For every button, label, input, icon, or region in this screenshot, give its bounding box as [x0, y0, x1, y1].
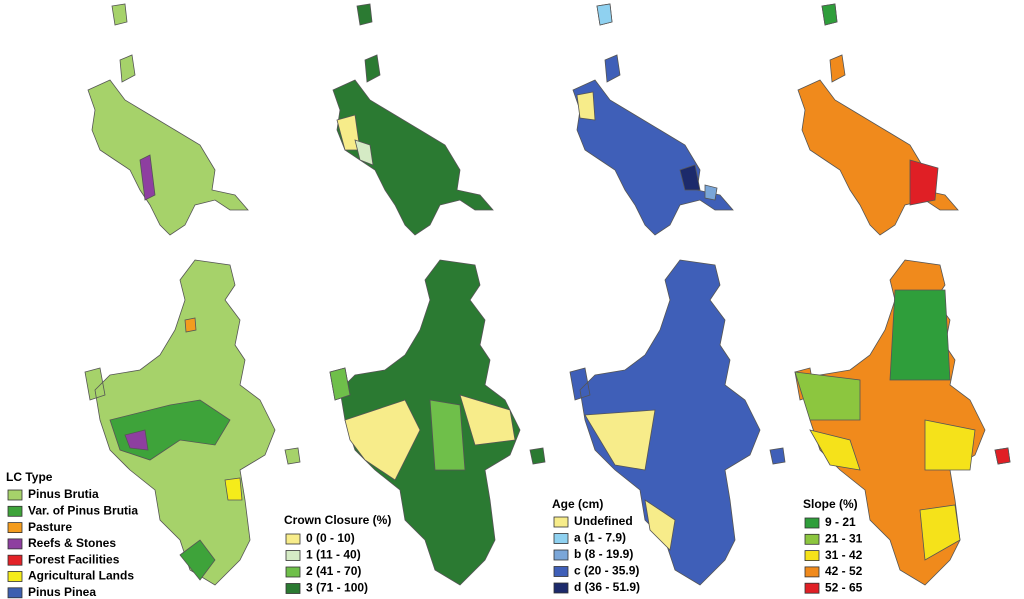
legend-swatch	[7, 587, 23, 599]
legend-swatch	[285, 533, 301, 545]
land-area	[332, 3, 494, 236]
legend-label: Var. of Pinus Brutia	[28, 503, 138, 517]
map-panel	[794, 3, 1011, 586]
legend-label: 2 (41 - 70)	[306, 564, 361, 578]
legend-label: 0 (0 - 10)	[306, 531, 355, 545]
legend-label: a (1 - 7.9)	[574, 531, 626, 545]
legend-label: Agricultural Lands	[28, 569, 134, 583]
land-patch	[429, 399, 466, 471]
land-patch	[584, 409, 656, 471]
legend-label: 3 (71 - 100)	[306, 581, 368, 595]
land-patch	[224, 477, 243, 501]
legend-title: Crown Closure (%)	[284, 513, 391, 527]
land-patch	[889, 289, 951, 381]
legend-swatch	[7, 489, 23, 501]
legend-swatch	[553, 582, 569, 594]
legend-label: Reefs & Stones	[28, 536, 116, 550]
land-patch	[809, 429, 861, 471]
map-panel	[569, 3, 786, 586]
land-patch	[184, 317, 197, 333]
land-patch	[459, 394, 516, 446]
legend-swatch	[7, 571, 23, 582]
legend-title: LC Type	[6, 470, 53, 484]
legend-title: Slope (%)	[803, 497, 858, 511]
land-patch	[124, 429, 149, 451]
land-patch	[909, 159, 939, 206]
legend-label: b (8 - 19.9)	[574, 547, 633, 561]
land-patch	[679, 164, 701, 191]
legend-label: 52 - 65	[825, 580, 863, 594]
land-patch	[576, 91, 596, 121]
legend-label: Pinus Brutia	[28, 487, 99, 501]
legend-label: 21 - 31	[825, 531, 863, 545]
legend-swatch	[7, 538, 23, 550]
land-patch	[644, 499, 676, 551]
legend-swatch	[285, 583, 301, 594]
legend-swatch	[553, 549, 569, 561]
legend-swatch	[553, 566, 569, 577]
legend-swatch	[285, 550, 301, 561]
legend-label: d (36 - 51.9)	[574, 580, 640, 594]
land-patch	[919, 504, 961, 561]
legend-label: Pinus Pinea	[28, 585, 96, 599]
map-panel	[84, 3, 301, 586]
land-patch	[179, 539, 216, 581]
legend-label: Pasture	[28, 520, 72, 534]
land-patch	[821, 3, 838, 26]
land-patch	[344, 399, 421, 481]
legend-swatch	[7, 522, 23, 533]
legend-swatch	[804, 550, 820, 561]
legend-label: 9 - 21	[825, 515, 856, 529]
legend-label: 42 - 52	[825, 564, 863, 578]
land-patch	[924, 419, 976, 471]
legend-label: Undefined	[574, 514, 633, 528]
legend-swatch	[804, 566, 820, 578]
land-patch	[329, 367, 351, 401]
legend-label: c (20 - 35.9)	[574, 564, 639, 578]
legend-title: Age (cm)	[552, 497, 603, 511]
legend-swatch	[285, 566, 301, 578]
land-patch	[704, 184, 718, 201]
land-patch	[596, 3, 613, 26]
land-patch	[354, 139, 374, 166]
legend-label: Forest Facilities	[28, 552, 120, 566]
legend-swatch	[804, 517, 820, 529]
map-panel	[329, 3, 546, 586]
legend-swatch	[7, 554, 23, 566]
land-area	[572, 3, 734, 236]
legend-swatch	[7, 505, 23, 517]
legend-swatch	[553, 533, 569, 544]
legend-swatch	[553, 516, 569, 528]
land-patch	[794, 371, 861, 421]
land-patch	[994, 447, 1011, 465]
legend-swatch	[804, 582, 820, 594]
land-area	[87, 3, 249, 236]
land-patch	[139, 154, 156, 201]
legend-label: 1 (11 - 40)	[306, 548, 361, 562]
legend-swatch	[804, 533, 820, 545]
legend-label: 31 - 42	[825, 548, 863, 562]
